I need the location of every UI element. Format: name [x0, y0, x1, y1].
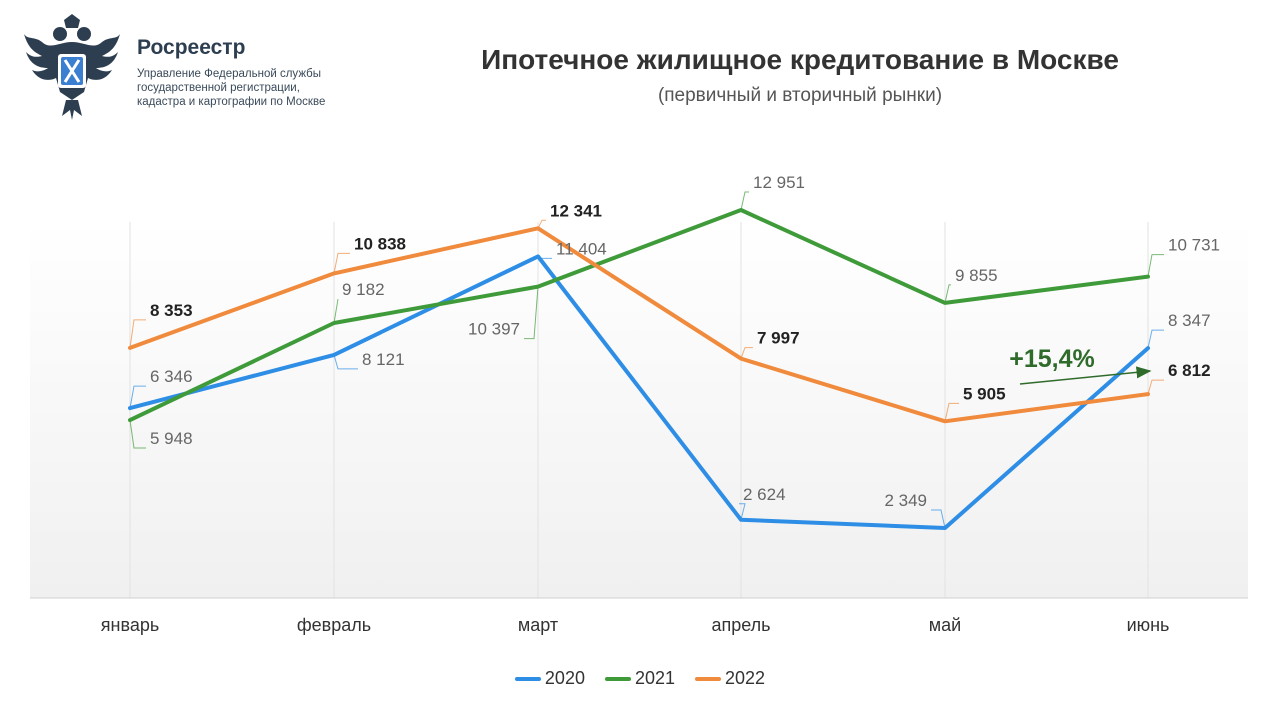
x-tick-label: апрель: [711, 615, 770, 635]
org-subtitle: Управление Федеральной службы государств…: [137, 67, 367, 109]
legend-label: 2021: [634, 668, 676, 688]
data-label-leader: [129, 419, 146, 449]
data-label-leader: [740, 191, 749, 211]
data-label-leader: [524, 286, 539, 340]
data-label-leader: [740, 347, 753, 359]
x-tick-label: январь: [101, 615, 159, 635]
org-name: Росреестр: [137, 36, 246, 59]
data-label-leader: [1147, 254, 1164, 277]
data-label-leader: [537, 255, 552, 259]
legend-item-2022: 2022: [695, 668, 765, 689]
legend-item-2020: 2020: [514, 668, 585, 689]
legend-swatch-2021: [604, 676, 631, 681]
x-tick-label: июнь: [1127, 615, 1170, 635]
annotation-label: +15,4%: [1009, 345, 1095, 373]
data-label: 8 121: [362, 350, 405, 369]
data-label-leader: [333, 354, 358, 370]
data-label: 10 838: [354, 234, 406, 253]
data-label: 2 624: [743, 485, 786, 504]
emblem-logo-icon: [24, 14, 120, 120]
data-label-leader: [739, 503, 746, 520]
series-line-2021: [128, 208, 1150, 423]
chart-subtitle: (первичный и вторичный рынки): [657, 85, 943, 106]
plot-area-background: [30, 222, 1248, 598]
series-line-2020: [128, 254, 1150, 530]
legend-swatch-2022: [695, 676, 722, 681]
x-tick-label: май: [929, 615, 961, 635]
data-label: 5 948: [150, 429, 193, 448]
data-label: 9 182: [342, 280, 385, 299]
data-label: 7 997: [757, 329, 800, 348]
data-label: 2 349: [884, 491, 927, 510]
chart-title: Ипотечное жилищное кредитование в Москве: [481, 44, 1119, 75]
data-label-leader: [333, 252, 350, 274]
data-label: 10 397: [468, 320, 520, 339]
data-label-leader: [129, 319, 146, 348]
data-label-leader: [129, 385, 146, 409]
legend: 2020 2021 2022: [0, 668, 1280, 689]
data-label-leader: [537, 219, 546, 229]
header: Росреестр Управление Федеральной службы …: [0, 0, 1280, 140]
data-label-leader: [1147, 379, 1164, 395]
org-subtitle-line: Управление Федеральной службы: [137, 68, 321, 80]
org-subtitle-line: государственной регистрации,: [137, 82, 300, 94]
data-label: 8 347: [1168, 311, 1211, 330]
data-label: 11 404: [556, 239, 607, 258]
data-label-leader: [333, 298, 339, 324]
annotation-arrow: [1019, 366, 1152, 385]
data-label: 12 951: [753, 173, 805, 192]
data-label: 6 812: [1168, 361, 1211, 380]
x-tick-label: март: [518, 615, 558, 635]
legend-label: 2022: [725, 668, 766, 688]
data-label: 10 731: [1168, 236, 1220, 255]
data-label: 8 353: [150, 301, 193, 320]
data-label: 5 905: [963, 384, 1006, 403]
org-subtitle-line: кадастра и картографии по Москве: [137, 96, 326, 108]
data-label: 6 346: [150, 367, 193, 386]
x-tick-label: февраль: [297, 615, 371, 635]
legend-label: 2020: [544, 668, 585, 688]
legend-item-2021: 2021: [604, 668, 676, 689]
series-line-2022: [128, 226, 1150, 424]
data-label-leader: [931, 509, 946, 529]
data-label-leader: [1147, 329, 1164, 349]
data-label: 9 855: [955, 266, 998, 285]
data-label: 12 341: [550, 201, 602, 220]
data-label-leader: [944, 284, 951, 303]
legend-swatch-2020: [514, 676, 541, 681]
data-label-leader: [944, 402, 959, 422]
